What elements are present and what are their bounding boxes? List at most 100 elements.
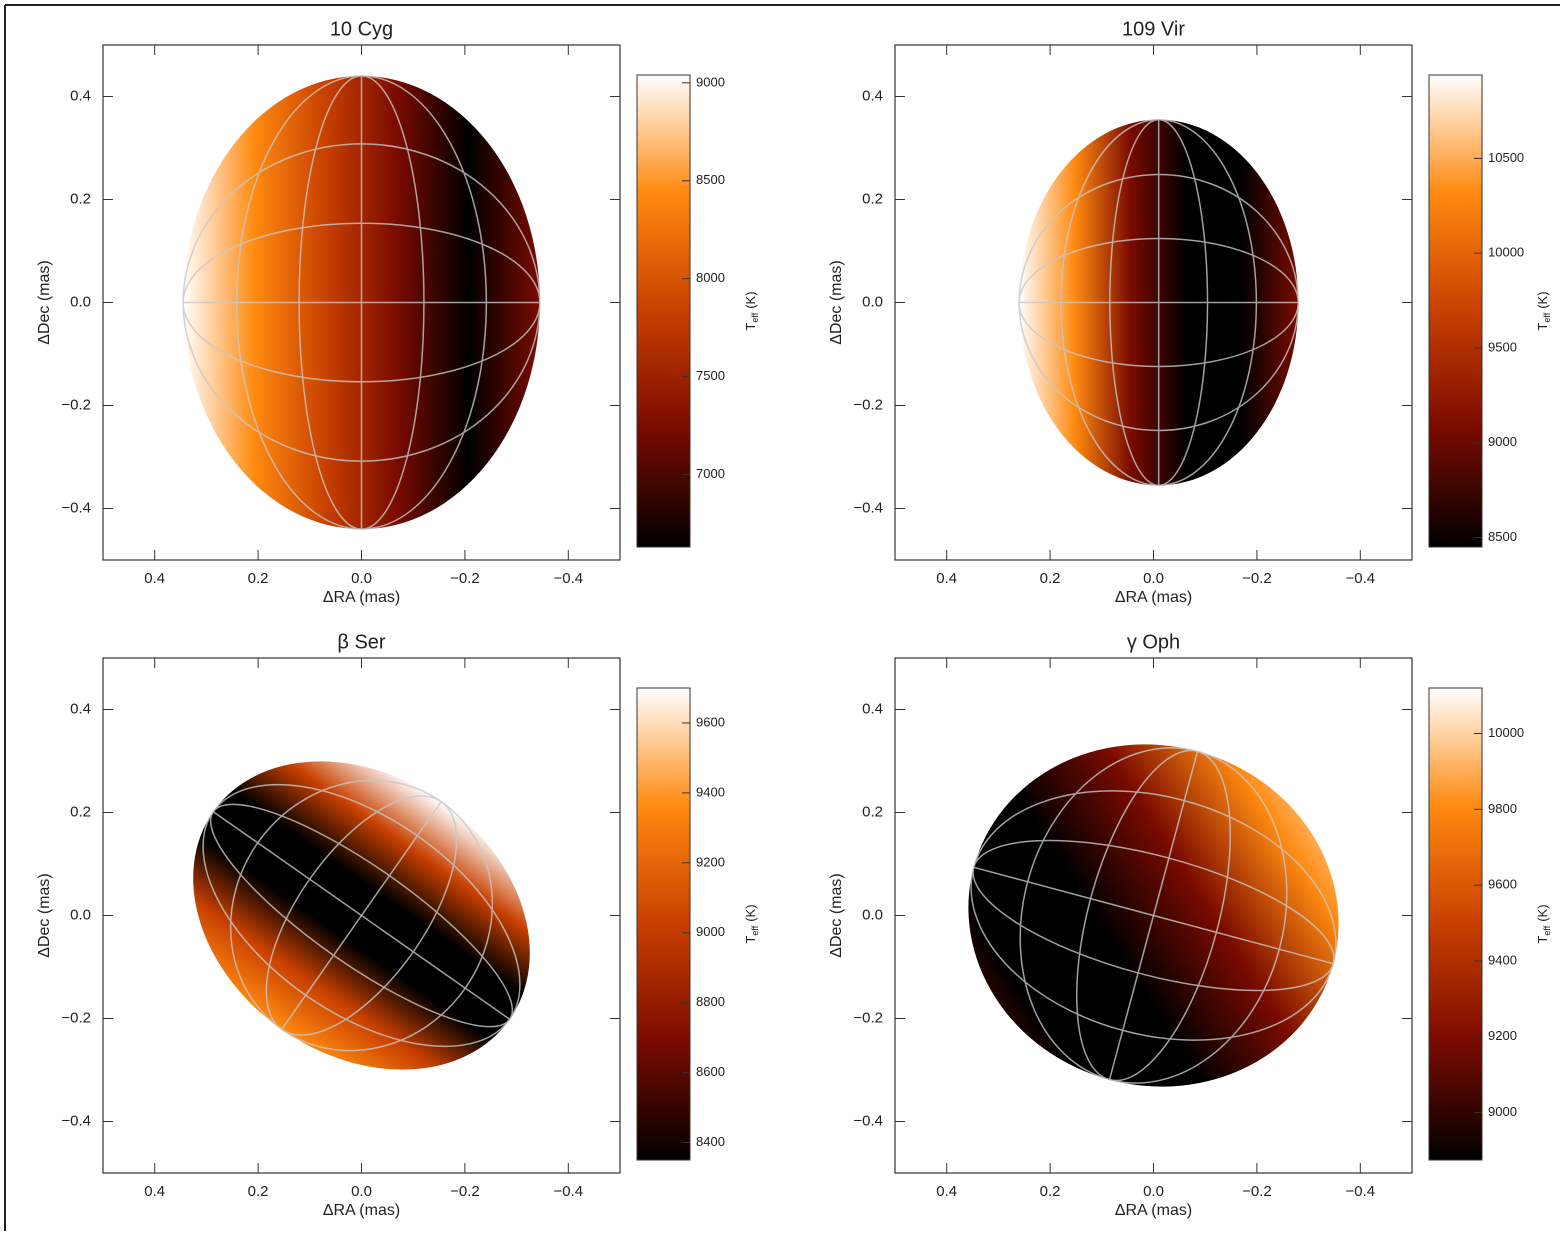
colorbar-label: Teff (K) (1535, 904, 1552, 943)
colorbar-tick-label: 8500 (696, 172, 725, 187)
colorbar-tick-label: 9600 (1488, 877, 1517, 892)
y-tick-label: 0.2 (70, 803, 91, 820)
x-axis-label: ΔRA (mas) (323, 1202, 400, 1219)
colorbar-tick-label: 7500 (696, 368, 725, 383)
y-tick-label: 0.0 (862, 906, 883, 923)
y-tick-label: 0.2 (862, 803, 883, 820)
surface-grid (970, 747, 1337, 1084)
colorbar (1428, 74, 1483, 548)
surface-grid (182, 75, 541, 530)
colorbar-tick-label: 10000 (1488, 245, 1524, 260)
colorbar-tick-label: 8500 (1488, 529, 1517, 544)
y-tick-label: −0.4 (61, 1112, 91, 1129)
y-tick-label: 0.4 (70, 87, 91, 104)
colorbar-label-symbol: T (1535, 936, 1550, 944)
colorbar-tick-label: 9000 (1488, 434, 1517, 449)
chart-title: γ Oph (1127, 631, 1180, 653)
colorbar-tick-label: 10000 (1488, 725, 1524, 740)
x-tick-label: 0.0 (1143, 1183, 1164, 1200)
central-meridian (281, 801, 442, 1030)
y-tick-label: −0.2 (61, 1009, 91, 1026)
x-tick-label: 0.4 (144, 570, 165, 587)
colorbar (636, 74, 691, 548)
x-tick-label: 0.0 (1143, 570, 1164, 587)
x-tick-label: 0.2 (1040, 570, 1061, 587)
x-tick-label: 0.0 (351, 570, 372, 587)
y-tick-label: −0.4 (853, 499, 883, 516)
chart-title: 10 Cyg (330, 18, 393, 40)
y-axis-label: ΔDec (mas) (828, 260, 845, 344)
x-tick-label: −0.4 (1345, 1183, 1375, 1200)
surface-grid (1018, 118, 1300, 487)
colorbar-label: Teff (K) (743, 291, 760, 330)
colorbar (1428, 687, 1483, 1161)
x-tick-label: −0.2 (1242, 570, 1272, 587)
y-tick-label: 0.4 (70, 700, 91, 717)
colorbar-tick-label: 9200 (1488, 1028, 1517, 1043)
colorbar-label-unit: (K) (743, 291, 758, 308)
y-tick-label: −0.2 (853, 396, 883, 413)
colorbar-tick-label: 9500 (1488, 339, 1517, 354)
chart-title: 109 Vir (1122, 18, 1185, 40)
colorbar-tick-label: 10500 (1488, 150, 1524, 165)
colorbar-label-unit: (K) (1535, 291, 1550, 308)
y-tick-label: 0.2 (862, 190, 883, 207)
x-tick-label: 0.2 (1040, 1183, 1061, 1200)
x-tick-label: −0.2 (450, 1183, 480, 1200)
x-tick-label: −0.2 (1242, 1183, 1272, 1200)
colorbar-label-symbol: T (743, 936, 758, 944)
y-tick-label: 0.0 (70, 906, 91, 923)
colorbar-label-unit: (K) (1535, 904, 1550, 921)
colorbar-label: Teff (K) (1535, 291, 1552, 330)
colorbar-label: Teff (K) (743, 904, 760, 943)
x-tick-label: 0.2 (248, 1183, 269, 1200)
surface-grid (202, 779, 521, 1052)
x-tick-label: −0.4 (1345, 570, 1375, 587)
colorbar-tick-label: 7000 (696, 466, 725, 481)
x-axis-label: ΔRA (mas) (1115, 1202, 1192, 1219)
x-tick-label: 0.4 (144, 1183, 165, 1200)
colorbar-tick-label: 9400 (1488, 952, 1517, 967)
x-tick-label: 0.0 (351, 1183, 372, 1200)
colorbar-tick-label: 9000 (696, 924, 725, 939)
colorbar-label-subscript: eff (1542, 312, 1552, 322)
x-axis-label: ΔRA (mas) (1115, 589, 1192, 606)
y-tick-label: −0.4 (853, 1112, 883, 1129)
y-tick-label: −0.4 (61, 499, 91, 516)
colorbar-tick-label: 8800 (696, 994, 725, 1009)
colorbar-tick-label: 9000 (696, 74, 725, 89)
y-tick-label: 0.0 (70, 293, 91, 310)
colorbar-tick-label: 9600 (696, 714, 725, 729)
x-tick-label: 0.2 (248, 570, 269, 587)
colorbar-tick-label: 9800 (1488, 801, 1517, 816)
y-tick-label: 0.0 (862, 293, 883, 310)
x-tick-label: −0.2 (450, 570, 480, 587)
x-tick-label: −0.4 (553, 1183, 583, 1200)
central-meridian (1108, 751, 1199, 1080)
x-axis-label: ΔRA (mas) (323, 589, 400, 606)
y-tick-label: 0.4 (862, 700, 883, 717)
y-tick-label: 0.2 (70, 190, 91, 207)
colorbar-label-symbol: T (743, 323, 758, 331)
y-axis-label: ΔDec (mas) (36, 873, 53, 957)
colorbar-label-subscript: eff (750, 925, 760, 935)
colorbar (636, 687, 691, 1161)
x-tick-label: 0.4 (936, 570, 957, 587)
y-tick-label: 0.4 (862, 87, 883, 104)
colorbar-label-subscript: eff (1542, 925, 1552, 935)
colorbar-tick-label: 9000 (1488, 1104, 1517, 1119)
colorbar-label-subscript: eff (750, 312, 760, 322)
y-tick-label: −0.2 (61, 396, 91, 413)
colorbar-label-unit: (K) (743, 904, 758, 921)
x-tick-label: 0.4 (936, 1183, 957, 1200)
colorbar-tick-label: 9200 (696, 854, 725, 869)
y-tick-label: −0.2 (853, 1009, 883, 1026)
y-axis-label: ΔDec (mas) (828, 873, 845, 957)
colorbar-tick-label: 9400 (696, 784, 725, 799)
colorbar-tick-label: 8000 (696, 270, 725, 285)
colorbar-tick-label: 8600 (696, 1064, 725, 1079)
x-tick-label: −0.4 (553, 570, 583, 587)
chart-title: β Ser (337, 631, 386, 653)
colorbar-label-symbol: T (1535, 323, 1550, 331)
